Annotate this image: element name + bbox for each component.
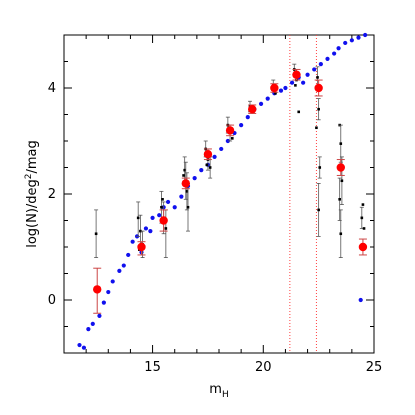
black-point — [139, 229, 142, 233]
black-point — [94, 232, 98, 236]
black-point — [362, 227, 366, 230]
red-point — [93, 285, 102, 294]
blue-dot — [199, 168, 204, 173]
red-point — [292, 70, 301, 79]
blue-dot — [225, 138, 230, 144]
black-point — [360, 216, 364, 220]
black-point — [136, 216, 140, 220]
red-point — [314, 83, 323, 93]
black-point — [208, 166, 212, 169]
blue-dot — [172, 205, 177, 210]
red-point — [225, 126, 235, 135]
red-point — [336, 163, 345, 172]
black-point — [315, 126, 318, 130]
black-point — [274, 92, 277, 95]
black-point — [294, 84, 297, 87]
black-point — [186, 205, 190, 209]
blue-dot — [265, 96, 270, 101]
blue-dot — [219, 146, 224, 152]
black-point — [339, 232, 343, 236]
blue-dot — [336, 46, 341, 51]
x-axis-label: mH — [209, 382, 228, 400]
black-point — [361, 203, 365, 206]
blue-dot — [179, 194, 184, 199]
blue-dot — [239, 123, 244, 128]
blue-dot — [117, 268, 122, 273]
blue-dot — [192, 176, 197, 181]
black-point — [183, 168, 186, 172]
black-point — [164, 227, 168, 230]
blue-dot — [97, 313, 102, 318]
blue-dot — [312, 67, 317, 72]
vertical-lines — [289, 35, 317, 353]
blue-dot — [81, 345, 87, 350]
red-point — [203, 150, 213, 159]
blue-dot — [301, 80, 306, 85]
blue-dot — [90, 321, 95, 326]
x-tick-label: 20 — [255, 360, 272, 375]
blue-dot — [101, 300, 106, 305]
blue-dot — [356, 35, 361, 40]
red-point — [137, 242, 146, 252]
blue-dot — [86, 327, 91, 332]
red-point — [270, 83, 279, 93]
blue-dot — [289, 80, 295, 85]
blue-dot — [325, 56, 330, 61]
blue-dot — [126, 252, 131, 258]
blue-dot — [212, 154, 217, 159]
blue-dot — [258, 101, 264, 106]
blue-dot — [121, 263, 126, 268]
black-point — [205, 163, 209, 167]
red-point — [358, 242, 368, 252]
blue-dot — [106, 289, 111, 295]
black-point — [182, 174, 185, 177]
blue-dot — [110, 279, 115, 284]
blue-dot — [278, 88, 284, 93]
blue-dot — [349, 38, 354, 43]
blue-dot — [130, 239, 135, 244]
red-point — [159, 216, 168, 225]
black-point — [318, 166, 322, 169]
blue-series — [77, 32, 368, 350]
blue-dot — [148, 229, 153, 234]
black-series — [94, 63, 366, 259]
black-point — [160, 205, 163, 209]
black-point — [317, 208, 320, 212]
blue-dot — [165, 199, 171, 205]
blue-dot — [283, 85, 288, 91]
blue-dot — [332, 51, 337, 56]
black-point — [230, 137, 234, 140]
plot-frame — [63, 34, 375, 354]
red-point — [248, 105, 257, 114]
blue-dot — [358, 297, 363, 303]
tick-labels: 15 20 25 0 2 4 — [48, 81, 383, 375]
black-point — [316, 76, 319, 79]
blue-dot — [157, 213, 162, 218]
black-point — [185, 190, 189, 193]
x-tick-label: 15 — [144, 360, 161, 375]
black-point — [339, 142, 343, 145]
red-point — [181, 179, 190, 188]
black-point — [161, 198, 164, 201]
red-series — [93, 68, 368, 314]
blue-dot — [245, 115, 250, 120]
blue-dot — [150, 215, 155, 220]
blue-dot — [318, 62, 323, 67]
black-point — [317, 107, 320, 111]
blue-dot — [343, 40, 348, 46]
blue-dot — [77, 342, 82, 348]
y-axis-label: log(N)/deg2/mag — [24, 140, 40, 248]
blue-dot — [143, 226, 149, 231]
black-point — [340, 179, 344, 183]
blue-dot — [363, 32, 368, 38]
y-tick-label: 2 — [48, 187, 56, 202]
axis-ticks — [64, 34, 375, 354]
black-point — [338, 198, 341, 201]
black-point — [297, 110, 301, 114]
x-tick-label: 25 — [366, 360, 383, 375]
y-tick-label: 4 — [48, 81, 56, 96]
y-tick-label: 0 — [48, 293, 56, 308]
blue-dot — [305, 72, 310, 77]
